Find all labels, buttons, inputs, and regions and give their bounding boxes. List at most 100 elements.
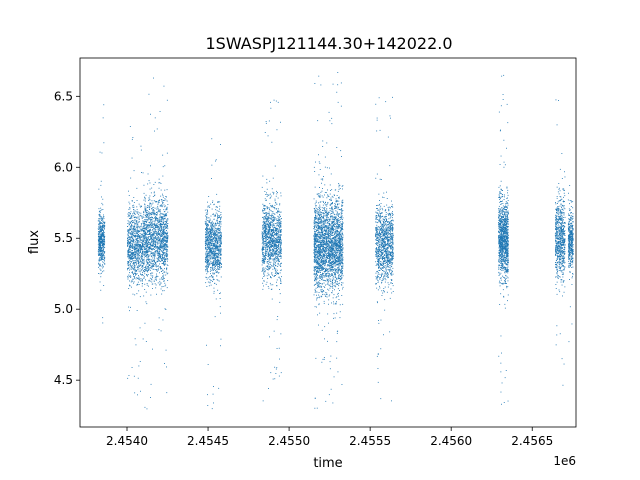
data-point [270, 241, 272, 243]
data-point [143, 246, 144, 247]
data-point [141, 218, 143, 219]
data-point [264, 238, 266, 240]
data-point [276, 257, 278, 259]
data-point [208, 237, 209, 238]
data-point [165, 227, 167, 229]
data-point [154, 228, 156, 230]
data-point [272, 230, 274, 231]
data-point [266, 243, 268, 245]
data-point [156, 234, 158, 235]
data-point [130, 228, 132, 230]
data-point [128, 252, 130, 253]
data-point [145, 227, 147, 229]
data-point [161, 226, 163, 228]
data-point [219, 205, 221, 207]
data-point [162, 195, 164, 197]
data-point [162, 239, 164, 241]
data-point [271, 206, 273, 208]
data-point [133, 239, 134, 240]
data-point [206, 261, 208, 263]
data-point [133, 274, 134, 275]
data-point [267, 219, 269, 220]
data-point [99, 210, 101, 212]
data-point [219, 237, 221, 239]
data-point [157, 241, 159, 243]
data-point [136, 244, 137, 246]
data-point [214, 248, 216, 249]
data-point [163, 257, 164, 259]
data-point [214, 232, 216, 234]
data-point [132, 272, 134, 274]
data-point [273, 231, 275, 233]
data-point [262, 267, 264, 269]
data-point [159, 280, 161, 282]
data-point [102, 227, 104, 228]
data-point [148, 236, 150, 238]
data-point [216, 245, 218, 247]
data-point [155, 240, 157, 242]
data-point [215, 228, 217, 229]
data-point [138, 284, 140, 285]
data-point [138, 254, 140, 256]
data-point [141, 255, 142, 257]
data-point [154, 253, 155, 255]
data-point [269, 209, 271, 211]
data-point [144, 219, 146, 221]
data-point [133, 375, 135, 377]
data-point [141, 252, 142, 254]
data-point [267, 218, 269, 219]
data-point [262, 259, 264, 261]
data-point [163, 232, 165, 234]
data-point [104, 225, 106, 227]
data-point [130, 261, 132, 263]
data-point [165, 243, 167, 245]
data-point [209, 237, 210, 239]
data-point [102, 254, 104, 255]
data-point [165, 214, 166, 216]
data-point [137, 246, 139, 248]
data-point [159, 241, 161, 243]
data-point [206, 224, 208, 226]
data-point [267, 269, 269, 271]
data-point [142, 253, 144, 255]
data-point [134, 338, 136, 340]
data-point [102, 258, 104, 260]
data-point [152, 223, 154, 225]
data-point [161, 241, 163, 243]
data-point [166, 243, 167, 245]
data-point [271, 237, 272, 239]
data-point [160, 240, 162, 242]
data-point [212, 270, 214, 271]
data-point [210, 253, 212, 255]
data-point [262, 212, 264, 214]
data-point [152, 226, 154, 228]
data-point [148, 225, 150, 227]
data-point [269, 223, 271, 224]
data-point [130, 281, 132, 283]
data-point [217, 235, 219, 236]
data-point [275, 251, 276, 253]
data-point [152, 243, 154, 245]
data-point [144, 219, 146, 220]
data-point [101, 252, 103, 253]
data-point [144, 276, 145, 278]
data-point [135, 256, 136, 258]
data-point [275, 254, 277, 255]
data-point [101, 253, 103, 255]
data-point [151, 244, 153, 246]
data-point [265, 248, 266, 250]
data-point [277, 250, 278, 251]
data-point [263, 280, 265, 282]
data-point [127, 236, 129, 238]
data-point [216, 239, 218, 241]
data-point [140, 270, 142, 272]
data-point [98, 231, 99, 232]
data-point [217, 245, 219, 247]
data-point [272, 249, 274, 251]
data-point [141, 266, 143, 268]
data-point [147, 266, 149, 267]
data-point [161, 233, 163, 234]
data-point [141, 226, 143, 228]
data-point [139, 236, 141, 238]
data-point [134, 266, 136, 268]
